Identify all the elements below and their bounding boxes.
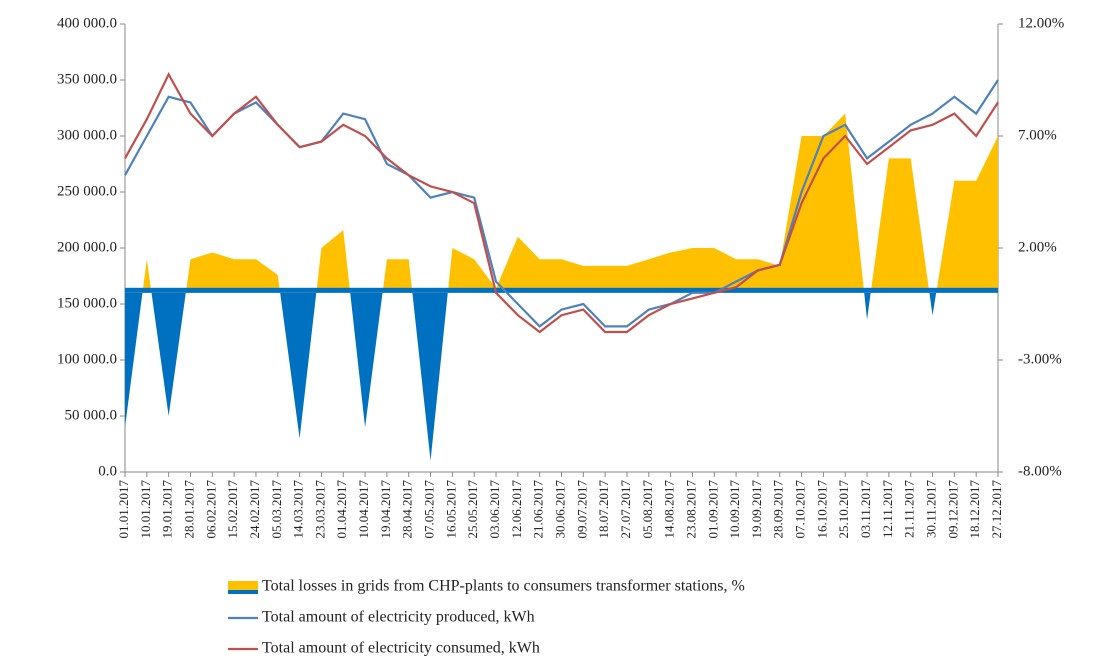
x-tick-label: 25.05.2017 — [465, 480, 480, 539]
legend-label: Total amount of electricity produced, kW… — [262, 609, 535, 626]
x-tick-label: 12.06.2017 — [509, 480, 524, 539]
x-tick-label: 03.11.2017 — [858, 480, 873, 539]
x-tick-label: 14.03.2017 — [291, 480, 306, 539]
y-tick-label: 0.0 — [98, 463, 117, 479]
x-tick-label: 18.12.2017 — [967, 480, 982, 539]
x-tick-label: 05.03.2017 — [269, 480, 284, 539]
x-tick-label: 28.09.2017 — [771, 480, 786, 539]
x-tick-label: 09.07.2017 — [574, 480, 589, 539]
x-tick-label: 09.12.2017 — [945, 480, 960, 539]
series-line — [124, 79, 999, 328]
series-line — [124, 72, 999, 334]
x-tick-label: 19.01.2017 — [160, 480, 175, 539]
y-tick-label: 200 000.0 — [57, 239, 117, 255]
y-tick-label: 150 000.0 — [57, 295, 117, 311]
x-tick-label: 27.07.2017 — [618, 480, 633, 539]
x-tick-label: 07.10.2017 — [793, 480, 808, 539]
x-tick-label: 10.04.2017 — [356, 480, 371, 539]
y-tick-label: 100 000.0 — [57, 351, 117, 367]
x-tick-label: 01.01.2017 — [116, 480, 131, 539]
legend-swatch — [228, 581, 258, 590]
x-tick-label: 19.09.2017 — [749, 480, 764, 539]
x-tick-label: 10.01.2017 — [138, 480, 153, 539]
x-tick-label: 01.09.2017 — [705, 480, 720, 539]
x-tick-label: 21.06.2017 — [531, 480, 546, 539]
x-tick-label: 25.10.2017 — [836, 480, 851, 539]
x-tick-label: 19.04.2017 — [378, 480, 393, 539]
y-tick-label: 250 000.0 — [57, 183, 117, 199]
x-tick-label: 27.12.2017 — [989, 480, 1004, 539]
y2-tick-label: 7.00% — [1018, 127, 1057, 143]
y2-tick-label: -3.00% — [1018, 351, 1062, 367]
x-tick-label: 28.01.2017 — [181, 480, 196, 539]
x-tick-label: 10.09.2017 — [727, 480, 742, 539]
x-tick-label: 12.11.2017 — [880, 480, 895, 539]
x-tick-label: 07.05.2017 — [422, 480, 437, 539]
x-tick-label: 21.11.2017 — [902, 480, 917, 539]
y-tick-label: 350 000.0 — [57, 71, 117, 87]
loss-area-negative — [125, 292, 998, 461]
x-tick-label: 28.04.2017 — [400, 480, 415, 539]
x-tick-label: 01.04.2017 — [334, 480, 349, 539]
x-tick-label: 30.06.2017 — [552, 480, 567, 539]
x-tick-label: 14.08.2017 — [662, 480, 677, 539]
legend-label: Total amount of electricity consumed, kW… — [262, 640, 540, 657]
x-tick-label: 24.02.2017 — [247, 480, 262, 539]
y2-tick-label: 12.00% — [1018, 15, 1064, 31]
legend-label: Total losses in grids from CHP-plants to… — [262, 578, 745, 595]
x-tick-label: 05.08.2017 — [640, 480, 655, 539]
x-tick-label: 06.02.2017 — [203, 480, 218, 539]
y-tick-label: 400 000.0 — [57, 15, 117, 31]
baseline-band — [125, 287, 998, 293]
y2-tick-label: -8.00% — [1018, 463, 1062, 479]
legend-swatch-neg — [228, 590, 258, 594]
x-tick-label: 23.08.2017 — [683, 480, 698, 539]
x-tick-label: 16.10.2017 — [814, 480, 829, 539]
x-tick-label: 30.11.2017 — [924, 480, 939, 539]
loss-area-positive — [142, 113, 998, 293]
y-tick-label: 300 000.0 — [57, 127, 117, 143]
x-tick-label: 16.05.2017 — [443, 480, 458, 539]
y2-tick-label: 2.00% — [1018, 239, 1057, 255]
x-tick-label: 18.07.2017 — [596, 480, 611, 539]
x-tick-label: 15.02.2017 — [225, 480, 240, 539]
x-tick-label: 23.03.2017 — [312, 480, 327, 539]
y-tick-label: 50 000.0 — [65, 407, 118, 423]
x-tick-label: 03.06.2017 — [487, 480, 502, 539]
